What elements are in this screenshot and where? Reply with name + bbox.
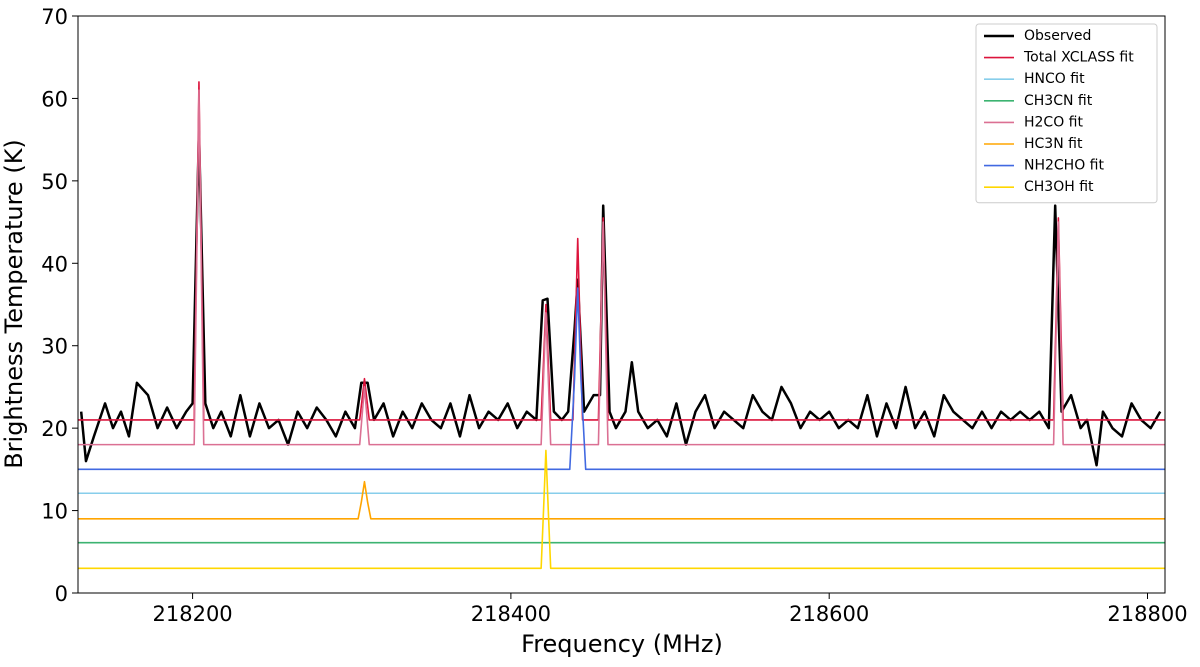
series-line — [78, 89, 1165, 446]
legend-label: HNCO fit — [1024, 71, 1085, 87]
y-tick-label: 20 — [41, 417, 68, 441]
legend-label: CH3OH fit — [1024, 179, 1094, 195]
y-tick-label: 70 — [41, 5, 68, 29]
x-tick-label: 218200 — [153, 602, 233, 626]
y-tick-label: 30 — [41, 335, 68, 359]
y-tick-label: 40 — [41, 252, 68, 276]
series-line — [78, 480, 1165, 520]
x-tick-label: 218800 — [1107, 602, 1187, 626]
y-tick-label: 50 — [41, 170, 68, 194]
legend-box — [975, 23, 1158, 204]
series-line — [78, 287, 1165, 471]
series-line — [78, 81, 1165, 421]
series-line — [78, 449, 1165, 570]
y-tick-label: 10 — [41, 500, 68, 524]
legend-label: Observed — [1024, 28, 1091, 44]
y-tick-label: 60 — [41, 87, 68, 111]
y-tick-label: 0 — [55, 582, 68, 606]
legend-label: CH3CN fit — [1024, 93, 1093, 109]
x-tick-label: 218600 — [789, 602, 869, 626]
legend-label: H2CO fit — [1024, 114, 1083, 130]
x-axis-label: Frequency (MHz) — [521, 630, 723, 658]
legend-label: HC3N fit — [1024, 136, 1083, 152]
y-axis-label: Brightness Temperature (K) — [0, 139, 28, 469]
legend-label: NH2CHO fit — [1024, 158, 1104, 174]
legend-label: Total XCLASS fit — [1023, 50, 1134, 66]
plot-frame — [77, 15, 1166, 594]
x-tick-label: 218400 — [471, 602, 551, 626]
